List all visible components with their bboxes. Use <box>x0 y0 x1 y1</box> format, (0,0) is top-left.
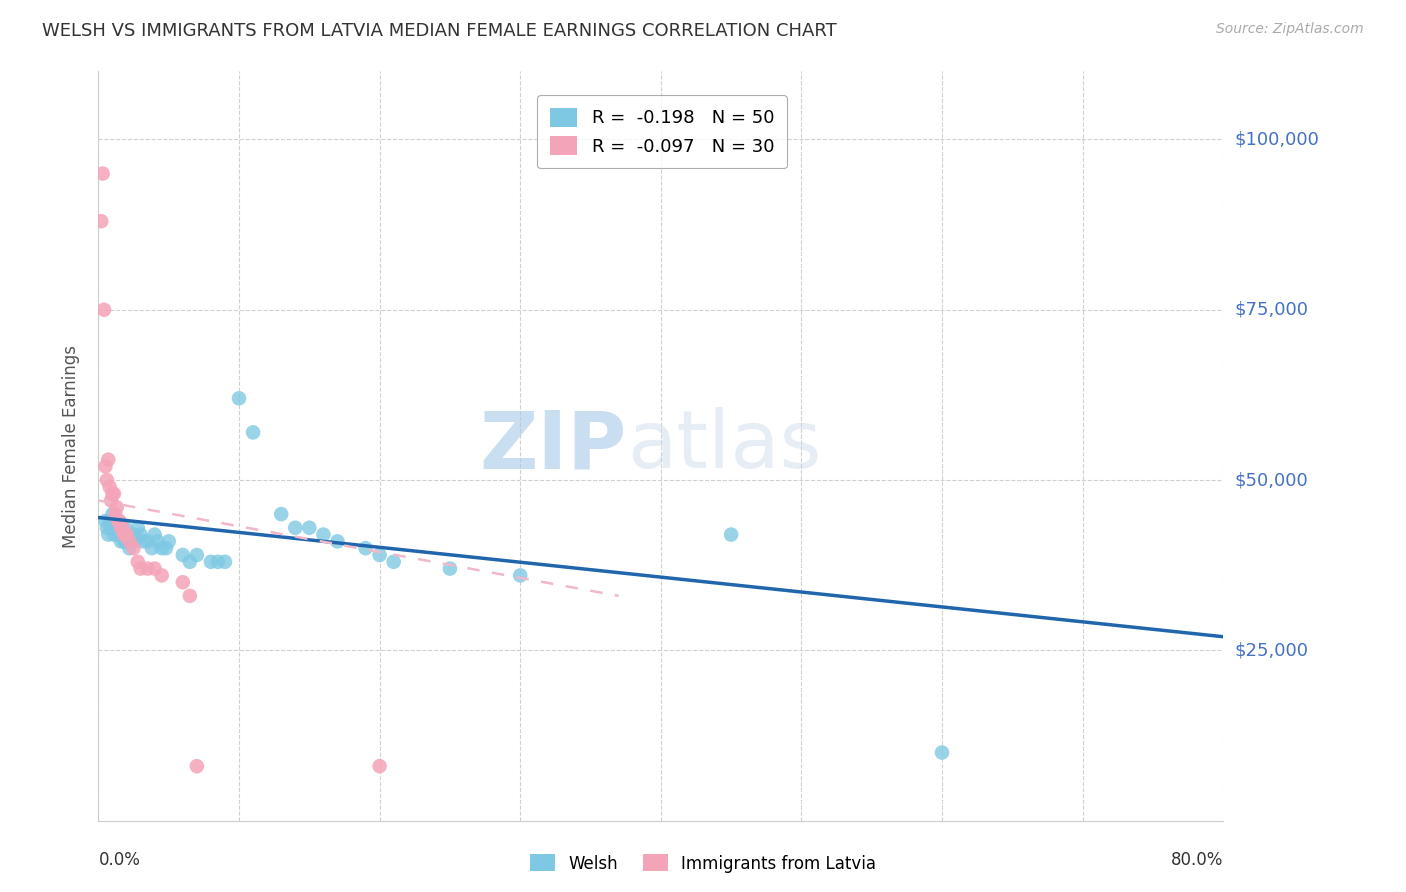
Point <box>108 514 131 528</box>
Point <box>110 534 132 549</box>
Point <box>104 507 127 521</box>
Text: $100,000: $100,000 <box>1234 130 1319 148</box>
Point <box>298 521 321 535</box>
Point <box>122 541 145 556</box>
Point <box>172 575 194 590</box>
Point <box>207 555 229 569</box>
Point <box>114 521 136 535</box>
Text: WELSH VS IMMIGRANTS FROM LATVIA MEDIAN FEMALE EARNINGS CORRELATION CHART: WELSH VS IMMIGRANTS FROM LATVIA MEDIAN F… <box>42 22 837 40</box>
Point <box>172 548 194 562</box>
Point <box>105 500 128 515</box>
Point <box>112 534 135 549</box>
Point <box>284 521 307 535</box>
Point <box>129 561 152 575</box>
Point <box>143 561 166 575</box>
Point <box>186 548 208 562</box>
Point <box>101 507 124 521</box>
Point <box>107 514 129 528</box>
Point <box>179 555 201 569</box>
Point <box>157 534 180 549</box>
Point <box>115 527 138 541</box>
Point <box>94 459 117 474</box>
Point <box>108 521 131 535</box>
Point <box>146 534 169 549</box>
Point <box>214 555 236 569</box>
Point <box>127 555 149 569</box>
Text: $25,000: $25,000 <box>1234 641 1309 659</box>
Point <box>101 486 124 500</box>
Point <box>100 521 122 535</box>
Point <box>97 452 120 467</box>
Text: 0.0%: 0.0% <box>98 851 141 869</box>
Point <box>312 527 335 541</box>
Point <box>90 214 112 228</box>
Legend: Welsh, Immigrants from Latvia: Welsh, Immigrants from Latvia <box>523 847 883 880</box>
Point <box>107 527 129 541</box>
Point <box>931 746 953 760</box>
Point <box>720 527 742 541</box>
Point <box>115 534 138 549</box>
Point <box>354 541 377 556</box>
Text: $75,000: $75,000 <box>1234 301 1309 318</box>
Point <box>242 425 264 440</box>
Point <box>111 527 134 541</box>
Point <box>103 527 125 541</box>
Point <box>509 568 531 582</box>
Point <box>93 302 115 317</box>
Point <box>103 486 125 500</box>
Point <box>118 534 141 549</box>
Text: Source: ZipAtlas.com: Source: ZipAtlas.com <box>1216 22 1364 37</box>
Y-axis label: Median Female Earnings: Median Female Earnings <box>62 344 80 548</box>
Point <box>121 534 143 549</box>
Point <box>98 514 121 528</box>
Point <box>98 480 121 494</box>
Point <box>150 568 173 582</box>
Point <box>228 392 250 406</box>
Point <box>200 555 222 569</box>
Text: ZIP: ZIP <box>479 407 627 485</box>
Point <box>110 521 132 535</box>
Point <box>136 534 159 549</box>
Point <box>97 527 120 541</box>
Point <box>112 527 135 541</box>
Point <box>105 514 128 528</box>
Point <box>382 555 405 569</box>
Point <box>96 521 118 535</box>
Point <box>96 473 118 487</box>
Point <box>179 589 201 603</box>
Point <box>132 534 155 549</box>
Point <box>114 527 136 541</box>
Point <box>127 521 149 535</box>
Point <box>326 534 349 549</box>
Text: atlas: atlas <box>627 407 821 485</box>
Point <box>122 527 145 541</box>
Point <box>94 514 117 528</box>
Point <box>270 507 292 521</box>
Point <box>129 527 152 541</box>
Text: 80.0%: 80.0% <box>1171 851 1223 869</box>
Point <box>141 541 163 556</box>
Point <box>368 548 391 562</box>
Point <box>368 759 391 773</box>
Point <box>143 527 166 541</box>
Point <box>439 561 461 575</box>
Point <box>100 493 122 508</box>
Legend: R =  -0.198   N = 50, R =  -0.097   N = 30: R = -0.198 N = 50, R = -0.097 N = 30 <box>537 95 787 169</box>
Point <box>91 167 114 181</box>
Point <box>111 521 134 535</box>
Point <box>104 521 127 535</box>
Text: $50,000: $50,000 <box>1234 471 1308 489</box>
Point <box>150 541 173 556</box>
Point <box>186 759 208 773</box>
Point <box>124 534 146 549</box>
Point <box>118 541 141 556</box>
Point <box>155 541 177 556</box>
Point <box>136 561 159 575</box>
